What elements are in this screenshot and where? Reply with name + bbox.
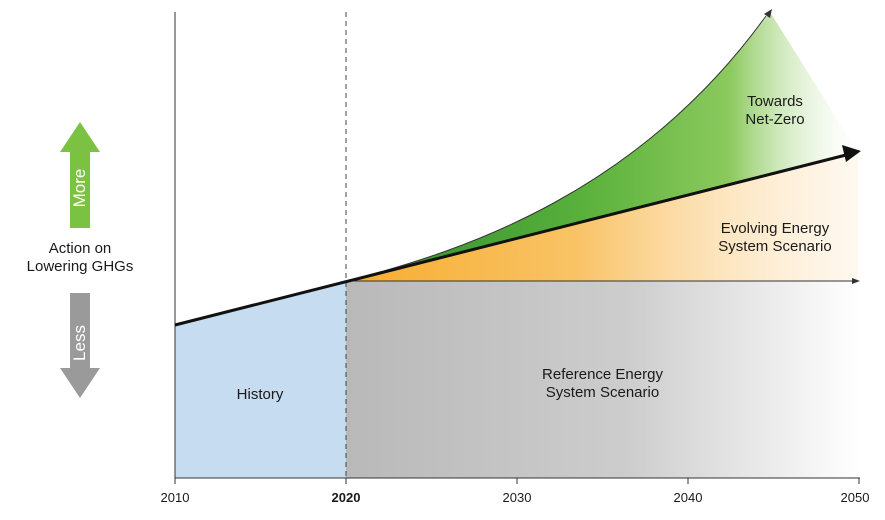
- history-region: [175, 280, 346, 478]
- reference-arrow-head: [852, 278, 860, 284]
- netzero-curve: [345, 15, 767, 282]
- reference-label-line2: System Scenario: [545, 384, 660, 401]
- more-label: More: [70, 168, 89, 208]
- evolving-label-line2: System Scenario: [718, 238, 832, 255]
- netzero-label-line1: Towards: [747, 93, 803, 110]
- action-label: Action on Lowering GHGs: [10, 240, 150, 276]
- more-arrow: [60, 122, 100, 228]
- netzero-arrow-head: [764, 9, 772, 18]
- less-label: Less: [70, 325, 89, 361]
- history-label: History: [236, 386, 284, 403]
- netzero-region: [346, 12, 858, 281]
- trend-line: [174, 153, 847, 327]
- netzero-label-line2: Net-Zero: [745, 111, 805, 128]
- reference-label-line1: Reference Energy: [542, 366, 663, 383]
- less-arrow: [60, 293, 100, 398]
- tick-label-2040: 2040: [673, 490, 703, 505]
- tick-label-2050: 2050: [840, 490, 870, 505]
- tick-label-2020: 2020: [331, 490, 361, 505]
- tick-label-2030: 2030: [502, 490, 532, 505]
- action-label-line1: Action on: [48, 240, 112, 257]
- x-axis-ticks: [174, 478, 860, 484]
- action-label-line2: Lowering GHGs: [26, 258, 134, 275]
- evolving-label: Evolving Energy System Scenario: [690, 220, 860, 256]
- reference-region: [346, 281, 860, 478]
- trend-arrow-head: [842, 145, 861, 162]
- netzero-label: Towards Net-Zero: [710, 93, 840, 129]
- reference-label: Reference Energy System Scenario: [500, 366, 705, 402]
- evolving-label-line1: Evolving Energy: [720, 220, 830, 237]
- tick-label-2010: 2010: [160, 490, 190, 505]
